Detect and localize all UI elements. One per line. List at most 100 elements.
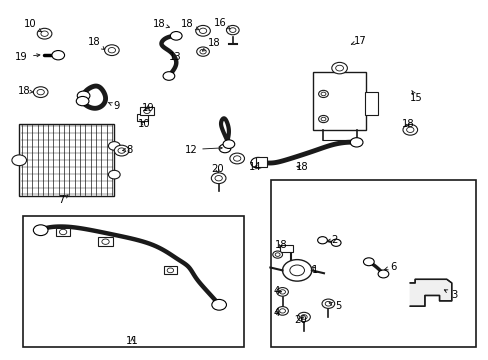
Text: 13: 13 [168, 52, 181, 62]
Text: 14: 14 [248, 162, 261, 172]
Circle shape [276, 307, 288, 315]
Circle shape [363, 258, 373, 266]
Circle shape [60, 229, 67, 235]
Bar [56, 228, 70, 237]
Text: 17: 17 [350, 36, 366, 46]
Bar [22, 216, 244, 347]
Bar [256, 157, 266, 167]
Circle shape [102, 239, 109, 244]
Text: 18: 18 [274, 239, 287, 249]
Circle shape [114, 145, 129, 156]
Text: 10: 10 [23, 19, 41, 32]
Circle shape [143, 109, 150, 113]
Circle shape [275, 253, 280, 256]
Text: 3: 3 [444, 290, 456, 300]
Circle shape [108, 48, 115, 53]
Bar [19, 125, 114, 196]
Text: 4: 4 [273, 308, 280, 318]
Text: 2: 2 [327, 235, 337, 245]
Bar [140, 107, 154, 115]
Text: 18: 18 [18, 86, 33, 96]
Circle shape [297, 312, 310, 321]
Circle shape [229, 153, 244, 164]
Circle shape [223, 140, 234, 148]
Circle shape [279, 290, 285, 294]
Text: 18: 18 [401, 120, 413, 129]
Text: 6: 6 [384, 262, 396, 272]
Bar [312, 72, 366, 130]
Circle shape [377, 270, 388, 278]
Text: 18: 18 [153, 19, 169, 29]
Circle shape [104, 45, 119, 55]
Text: 18: 18 [88, 37, 104, 50]
Circle shape [196, 47, 209, 56]
Circle shape [33, 225, 48, 235]
Text: 8: 8 [122, 144, 133, 154]
Text: 19: 19 [15, 52, 40, 62]
Text: 11: 11 [126, 336, 139, 346]
Bar [163, 266, 177, 274]
Bar [271, 180, 475, 347]
Circle shape [282, 260, 311, 281]
Text: 19: 19 [142, 103, 154, 113]
Circle shape [276, 288, 288, 296]
Text: 20: 20 [210, 164, 223, 174]
Text: 5: 5 [328, 301, 341, 311]
Circle shape [321, 92, 325, 96]
Circle shape [52, 50, 64, 60]
Circle shape [318, 90, 328, 98]
Circle shape [325, 301, 331, 306]
Circle shape [12, 155, 26, 166]
Circle shape [163, 72, 174, 80]
Circle shape [402, 125, 417, 135]
Circle shape [233, 156, 241, 161]
Circle shape [118, 148, 125, 153]
Circle shape [33, 87, 48, 98]
Text: 1: 1 [311, 265, 318, 275]
Text: 7: 7 [59, 195, 68, 205]
Circle shape [37, 28, 52, 39]
Circle shape [77, 91, 90, 100]
Bar [98, 237, 113, 246]
Circle shape [318, 116, 328, 123]
Bar [365, 92, 377, 116]
Circle shape [289, 265, 304, 276]
Text: 15: 15 [409, 90, 422, 103]
Circle shape [226, 26, 239, 35]
Text: 12: 12 [184, 144, 222, 154]
Polygon shape [409, 279, 451, 306]
Circle shape [331, 62, 346, 74]
Text: 20: 20 [294, 315, 306, 325]
Circle shape [300, 315, 306, 319]
Circle shape [199, 28, 206, 33]
Circle shape [41, 31, 48, 36]
Circle shape [279, 309, 285, 313]
Circle shape [349, 138, 362, 147]
Circle shape [200, 49, 206, 54]
Circle shape [108, 141, 120, 150]
Text: 16: 16 [213, 18, 229, 29]
Circle shape [215, 176, 222, 181]
Circle shape [195, 26, 210, 36]
Circle shape [76, 96, 89, 106]
Circle shape [322, 299, 334, 309]
Circle shape [330, 239, 340, 246]
Text: 18: 18 [295, 162, 308, 172]
Circle shape [321, 117, 325, 121]
Circle shape [406, 127, 413, 132]
Text: 18: 18 [202, 38, 220, 51]
Text: 4: 4 [273, 286, 281, 296]
Circle shape [335, 65, 343, 71]
Bar [137, 114, 148, 121]
Circle shape [211, 300, 226, 310]
Circle shape [317, 237, 327, 244]
Text: 9: 9 [108, 102, 120, 112]
Circle shape [170, 32, 182, 40]
Circle shape [167, 268, 173, 273]
Circle shape [219, 144, 230, 153]
Circle shape [250, 157, 265, 168]
Circle shape [272, 251, 282, 258]
Circle shape [37, 89, 44, 95]
Circle shape [211, 173, 225, 184]
Text: 10: 10 [138, 120, 150, 129]
